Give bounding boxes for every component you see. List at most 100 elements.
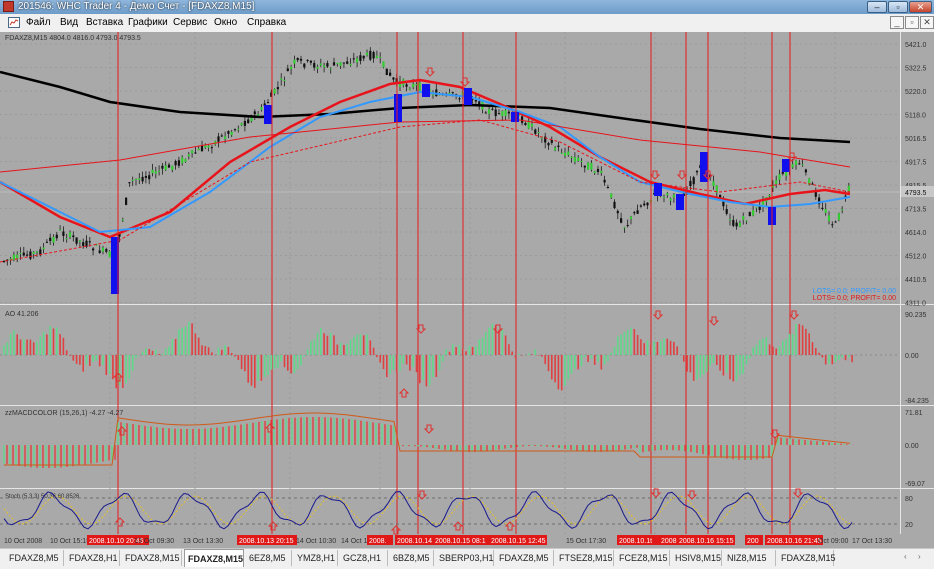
candle bbox=[831, 224, 834, 226]
chart-tab[interactable]: GCZ8,H1 bbox=[340, 550, 388, 566]
candle bbox=[243, 120, 246, 126]
candle bbox=[389, 72, 392, 76]
menu-view[interactable]: Вид bbox=[60, 17, 79, 28]
arrow-marker-icon bbox=[452, 521, 464, 531]
candle bbox=[220, 135, 223, 137]
chart-doc-icon[interactable] bbox=[8, 17, 20, 28]
candle bbox=[349, 63, 352, 66]
candle bbox=[636, 210, 639, 214]
menu-charts[interactable]: Графики bbox=[128, 17, 168, 28]
chart-tab[interactable]: YMZ8,H1 bbox=[294, 550, 338, 566]
signal-box bbox=[700, 152, 708, 182]
time-axis-label: 2008.10.14 17 bbox=[397, 538, 442, 545]
chart-tab[interactable]: FDAXZ8,M5 bbox=[6, 550, 64, 566]
menu-insert[interactable]: Вставка bbox=[86, 17, 124, 28]
candle bbox=[323, 65, 326, 68]
candle bbox=[563, 152, 567, 156]
candle bbox=[415, 84, 418, 86]
menu-file[interactable]: Файл bbox=[26, 17, 51, 28]
stoch-panel-label: Stoch (5,3,3) 50.36 60.8526 bbox=[5, 494, 80, 500]
chart-tab[interactable]: 6BZ8,M5 bbox=[390, 550, 434, 566]
chart-tab[interactable]: FDAXZ8,M15 bbox=[778, 550, 836, 566]
time-axis-label: 2008.1 bbox=[661, 538, 683, 545]
time-axis-label: 2008.10.13 20:15 bbox=[239, 538, 294, 545]
signal-box bbox=[111, 237, 119, 294]
mdi-close-button[interactable]: ✕ bbox=[920, 16, 934, 29]
time-axis-label: 2008.10.10 20:45 bbox=[89, 538, 144, 545]
candle bbox=[458, 98, 461, 100]
menu-help[interactable]: Справка bbox=[247, 17, 287, 28]
candle bbox=[134, 179, 138, 181]
candle bbox=[270, 92, 273, 97]
price-tick-label: 5322.5 bbox=[905, 66, 927, 73]
candle bbox=[544, 136, 547, 143]
candle bbox=[524, 123, 527, 125]
stoch-tick-label: 20 bbox=[905, 522, 913, 529]
chart-window[interactable]: 5421.05322.55220.05118.05016.54917.54815… bbox=[0, 32, 934, 548]
menu-window[interactable]: Окно bbox=[214, 17, 238, 28]
chart-tab[interactable]: FDAXZ8,M15 bbox=[184, 549, 244, 567]
candle bbox=[709, 174, 712, 178]
price-chart[interactable]: 5421.05322.55220.05118.05016.54917.54815… bbox=[0, 32, 934, 548]
arrow-marker-icon bbox=[264, 423, 276, 433]
arrow-marker-icon bbox=[792, 488, 804, 498]
arrow-marker-icon bbox=[686, 490, 698, 500]
chart-tab[interactable]: FDAXZ8,M5 bbox=[496, 550, 554, 566]
envelope-lower-line bbox=[0, 119, 851, 263]
candle bbox=[781, 171, 784, 174]
mdi-minimize-button[interactable]: _ bbox=[890, 16, 904, 29]
candle bbox=[174, 161, 177, 166]
chart-tab[interactable]: FDAXZ8,H1 bbox=[66, 550, 120, 566]
price-tick-label: 5421.0 bbox=[905, 42, 927, 49]
candle bbox=[233, 129, 237, 131]
candle bbox=[35, 251, 39, 253]
mdi-restore-button[interactable]: ▫ bbox=[905, 16, 919, 29]
candle bbox=[834, 221, 837, 223]
candle bbox=[418, 82, 421, 92]
candle bbox=[200, 145, 204, 152]
chart-tab[interactable]: HSIV8,M15 bbox=[672, 550, 722, 566]
arrow-marker-icon bbox=[114, 517, 126, 527]
lots-line-blue: LOTS= 0.0; PROFIT= 0.00 bbox=[813, 288, 896, 295]
chart-tab[interactable]: 6EZ8,M5 bbox=[246, 550, 292, 566]
candle bbox=[82, 242, 85, 246]
close-button[interactable]: ✕ bbox=[909, 1, 932, 13]
chart-tab[interactable]: FTSEZ8,M15 bbox=[556, 550, 614, 566]
candle bbox=[521, 116, 524, 123]
candle bbox=[210, 147, 213, 149]
candle bbox=[12, 254, 15, 260]
candle bbox=[392, 77, 395, 80]
candle bbox=[125, 197, 128, 205]
tab-scroll-right-icon[interactable]: › bbox=[918, 552, 921, 561]
menu-tools[interactable]: Сервис bbox=[173, 17, 208, 28]
candle bbox=[811, 183, 814, 185]
candle bbox=[752, 210, 755, 216]
ao-tick-label: -84.235 bbox=[905, 398, 929, 405]
candle bbox=[39, 249, 42, 256]
chart-tab[interactable]: SBERP03,H1 bbox=[436, 550, 494, 566]
candle bbox=[616, 210, 619, 214]
minimize-button[interactable]: – bbox=[867, 1, 887, 13]
candle bbox=[577, 157, 580, 161]
chart-tab[interactable]: FCEZ8,M15 bbox=[616, 550, 670, 566]
chart-tab[interactable]: FDAXZ8,M15 bbox=[122, 550, 182, 566]
candle bbox=[735, 222, 738, 227]
candle bbox=[798, 163, 801, 165]
candle bbox=[824, 209, 827, 213]
candle bbox=[332, 62, 336, 66]
price-tick-label: 5220.0 bbox=[905, 89, 927, 96]
candle bbox=[547, 143, 550, 146]
tab-scroll-left-icon[interactable]: ‹ bbox=[904, 552, 907, 561]
time-axis-label: 15 Oct 17:30 bbox=[566, 538, 606, 545]
candle bbox=[738, 222, 741, 227]
maximize-button[interactable]: ▫ bbox=[888, 1, 908, 13]
candle bbox=[204, 145, 207, 148]
chart-tab[interactable]: NIZ8,M15 bbox=[724, 550, 776, 566]
candle bbox=[474, 99, 477, 102]
candle bbox=[629, 216, 633, 220]
candle bbox=[725, 209, 728, 214]
price-panel-label: FDAXZ8,M15 4804.0 4816.0 4793.0 4793.5 bbox=[5, 35, 141, 42]
candle bbox=[646, 202, 649, 206]
time-axis-label: 2008.10.15 08:1 bbox=[435, 538, 486, 545]
candle bbox=[191, 150, 194, 154]
